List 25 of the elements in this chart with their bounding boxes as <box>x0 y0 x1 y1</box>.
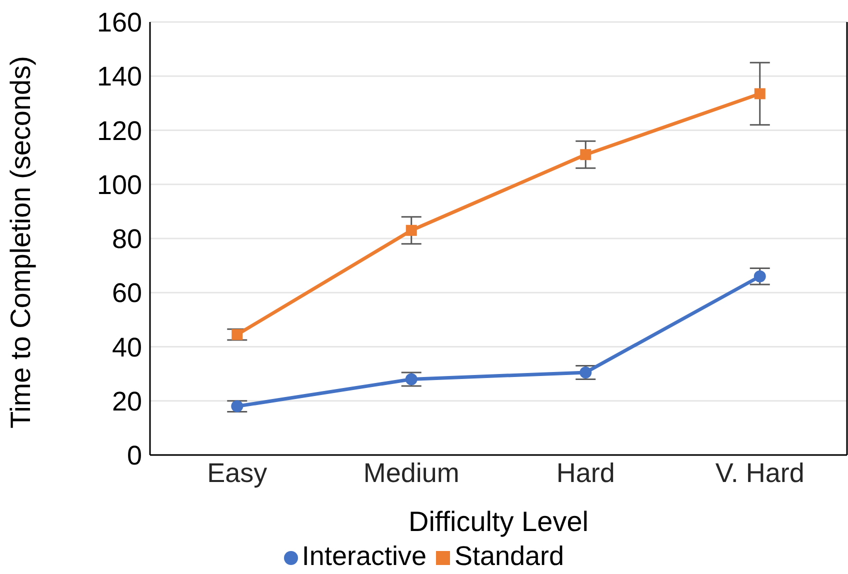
x-tick-label: Hard <box>556 458 615 488</box>
y-axis-title: Time to Completion (seconds) <box>4 56 36 428</box>
x-tick-label: Easy <box>207 458 268 488</box>
legend-label: Standard <box>454 541 564 571</box>
x-tick-label: V. Hard <box>715 458 804 488</box>
y-tick-label: 140 <box>96 62 142 92</box>
y-tick-label: 80 <box>112 224 142 254</box>
y-tick-label: 20 <box>112 386 142 416</box>
point <box>231 400 244 412</box>
point <box>580 149 592 160</box>
x-tick-label: Medium <box>363 458 460 488</box>
point <box>580 366 592 378</box>
y-tick-label: 0 <box>126 440 142 471</box>
point <box>406 224 417 236</box>
y-tick-label: 60 <box>112 278 142 308</box>
y-tick-label: 40 <box>112 332 142 362</box>
y-tick-label: 160 <box>96 8 142 38</box>
point <box>232 329 243 340</box>
point <box>754 270 766 282</box>
point <box>754 88 766 100</box>
y-tick-label: 100 <box>96 170 142 200</box>
legend-label: Interactive <box>302 541 426 571</box>
x-axis-title: Difficulty Level <box>408 506 589 537</box>
point <box>405 373 418 386</box>
y-tick-label: 120 <box>96 116 142 146</box>
